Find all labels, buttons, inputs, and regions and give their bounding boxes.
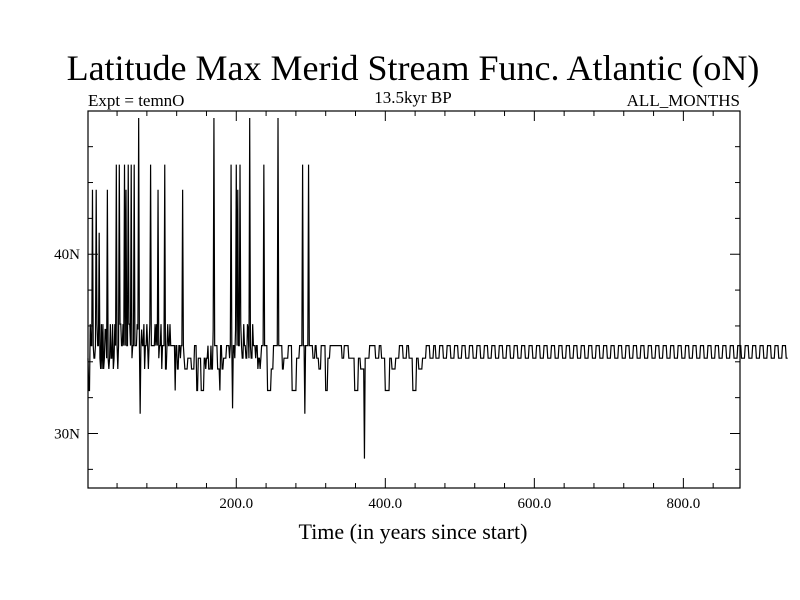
x-tick-label: 200.0	[219, 496, 253, 512]
chart-title: Latitude Max Merid Stream Func. Atlantic…	[67, 48, 760, 88]
plot-area: 200.0 400.0 600.0 800.0 30N 40N	[54, 110, 788, 512]
y-tick-label: 40N	[54, 247, 80, 263]
period-label: 13.5kyr BP	[374, 88, 451, 107]
months-label: ALL_MONTHS	[627, 91, 740, 110]
x-tick-label: 600.0	[517, 496, 551, 512]
x-tick-label: 800.0	[666, 496, 700, 512]
x-axis-label: Time (in years since start)	[299, 519, 528, 544]
series-line-0	[87, 117, 788, 459]
x-tick-label: 400.0	[368, 496, 402, 512]
experiment-label: Expt = temnO	[88, 91, 184, 110]
plot-frame	[87, 110, 741, 489]
y-tick-label: 30N	[54, 427, 80, 443]
